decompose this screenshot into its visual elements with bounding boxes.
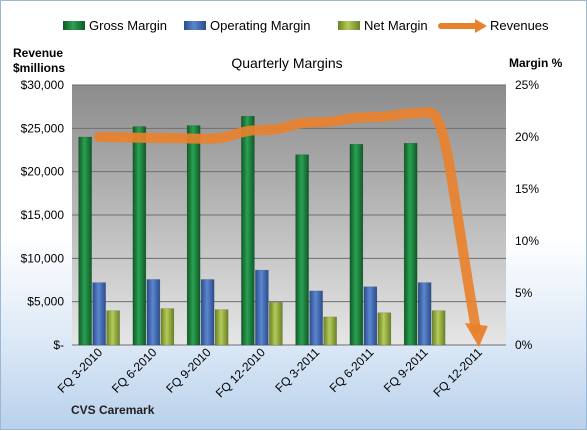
legend-swatch-revenues-arrow [475,19,487,33]
y-left-title-line1: Revenue [13,46,63,60]
legend-label-operating: Operating Margin [210,18,310,33]
x-tick-label: FQ 6-2010 [109,345,160,396]
bar-operating-margin [417,282,432,346]
bar-operating-margin [146,279,161,346]
bar-net-margin [269,302,283,346]
bar-gross-margin [241,115,255,346]
y-left-tick-label: $- [53,338,64,352]
bar-gross-margin [78,136,92,346]
y-left-tick-label: $10,000 [21,251,65,265]
x-tick-label: FQ 12-2010 [213,345,268,400]
y-right-ticks: 0% 5% 10% 15% 20% 25% [515,78,539,352]
bar-gross-margin [132,126,147,346]
y-right-tick-label: 10% [515,234,539,248]
bars [78,115,446,346]
y-left-tick-label: $20,000 [21,165,65,179]
x-tick-label: FQ 6-2011 [327,345,377,395]
y-left-tick-label: $5,000 [27,295,64,309]
legend-swatch-gross [63,21,85,30]
y-left-title-line2: $millions [13,61,65,75]
bar-net-margin [323,316,337,346]
bar-gross-margin [295,154,309,346]
bar-operating-margin [92,282,106,346]
x-tick-label: FQ 3-2011 [272,345,322,395]
legend-swatch-operating [184,21,206,30]
x-tick-label: FQ 3-2010 [55,345,106,396]
bar-net-margin [160,308,175,346]
legend-label-net: Net Margin [364,18,428,33]
bar-net-margin [214,309,229,346]
y-right-tick-label: 15% [515,182,539,196]
bar-operating-margin [309,290,323,346]
bar-gross-margin [403,142,418,346]
bar-gross-margin [349,144,364,346]
y-right-tick-label: 20% [515,130,539,144]
footnote: CVS Caremark [71,403,155,417]
bar-operating-margin [363,286,378,346]
bar-operating-margin [255,269,269,346]
y-right-title: Margin % [509,56,563,70]
x-ticks: FQ 3-2010 FQ 6-2010 FQ 9-2010 FQ 12-2010 FQ … [55,345,485,400]
revenue-arrowhead [464,323,488,347]
y-right-tick-label: 0% [515,338,533,352]
x-tick-label: FQ 9-2011 [381,345,431,395]
legend-label-gross: Gross Margin [89,18,167,33]
bar-operating-margin [200,279,215,346]
bar-net-margin [431,310,446,346]
x-tick-label: FQ 9-2010 [163,345,214,396]
legend: Gross Margin Operating Margin Net Margin… [63,18,549,33]
bar-net-margin [377,312,392,346]
bar-gross-margin [186,125,201,346]
revenue-line [94,107,488,347]
chart-title: Quarterly Margins [231,55,342,71]
y-right-tick-label: 25% [515,78,539,92]
y-right-tick-label: 5% [515,286,533,300]
y-left-tick-label: $30,000 [21,78,65,92]
legend-swatch-net [338,21,360,30]
y-left-tick-label: $25,000 [21,121,65,135]
y-left-ticks: $- $5,000 $10,000 $15,000 $20,000 $25,000 $30,… [21,78,65,352]
y-left-tick-label: $15,000 [21,208,65,222]
bar-net-margin [106,310,120,346]
revenue-line-path [94,107,481,334]
legend-label-revenues: Revenues [490,18,549,33]
x-tick-label: FQ 12-2011 [430,345,485,400]
